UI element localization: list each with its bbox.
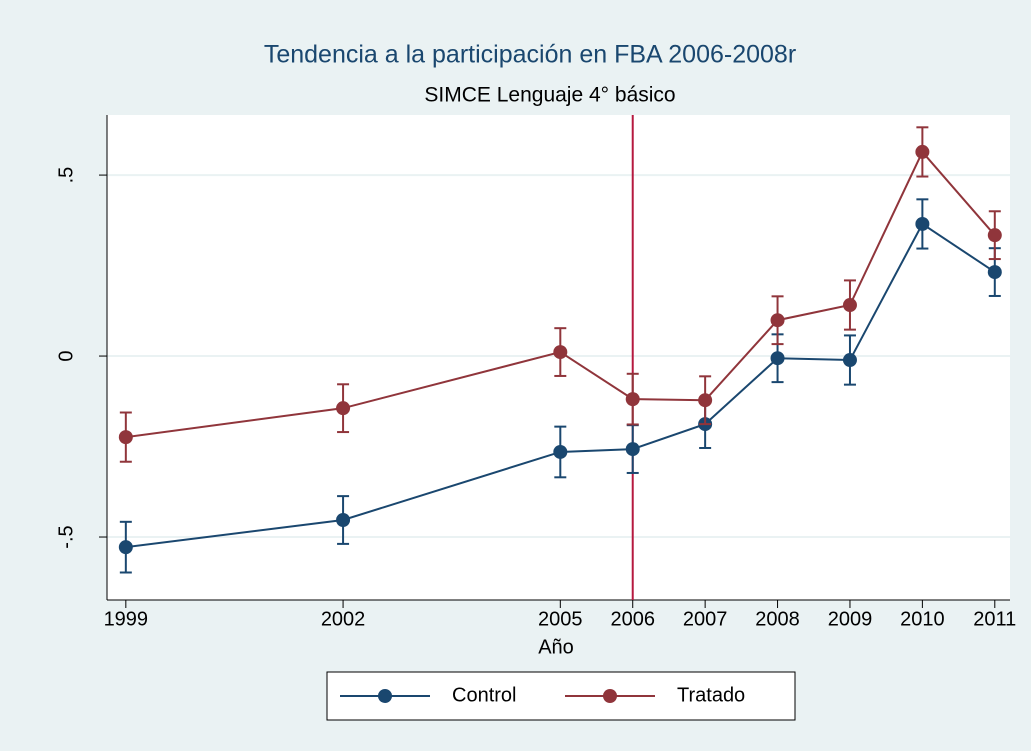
- marker: [336, 513, 351, 528]
- marker: [698, 393, 713, 408]
- marker: [987, 265, 1002, 280]
- y-tick-label: -.5: [55, 525, 77, 548]
- marker: [118, 430, 133, 445]
- chart-subtitle: SIMCE Lenguaje 4° básico: [424, 84, 675, 107]
- marker: [118, 540, 133, 555]
- x-tick-label: 2009: [828, 608, 873, 630]
- marker: [553, 444, 568, 459]
- y-tick-label: 0: [55, 350, 77, 361]
- marker: [842, 353, 857, 368]
- marker: [842, 298, 857, 313]
- marker: [625, 392, 640, 407]
- x-tick-label: 2006: [610, 608, 655, 630]
- legend-marker: [603, 689, 617, 703]
- marker: [553, 345, 568, 360]
- marker: [915, 216, 930, 231]
- y-tick-label: .5: [55, 167, 77, 184]
- marker: [770, 351, 785, 366]
- marker: [770, 313, 785, 328]
- x-tick-label: 2010: [900, 608, 945, 630]
- legend-marker: [378, 689, 392, 703]
- x-tick-label: 2008: [755, 608, 800, 630]
- chart-title: Tendencia a la participación en FBA 2006…: [264, 41, 796, 69]
- marker: [915, 144, 930, 159]
- marker: [336, 401, 351, 416]
- marker: [625, 442, 640, 457]
- x-axis-title: Año: [538, 636, 574, 658]
- x-tick-label: 2002: [321, 608, 366, 630]
- legend-label: Tratado: [677, 684, 745, 706]
- marker: [987, 228, 1002, 243]
- legend-label: Control: [452, 684, 516, 706]
- x-tick-label: 2007: [683, 608, 728, 630]
- x-tick-label: 1999: [104, 608, 149, 630]
- x-tick-label: 2011: [973, 608, 1016, 630]
- x-tick-label: 2005: [538, 608, 583, 630]
